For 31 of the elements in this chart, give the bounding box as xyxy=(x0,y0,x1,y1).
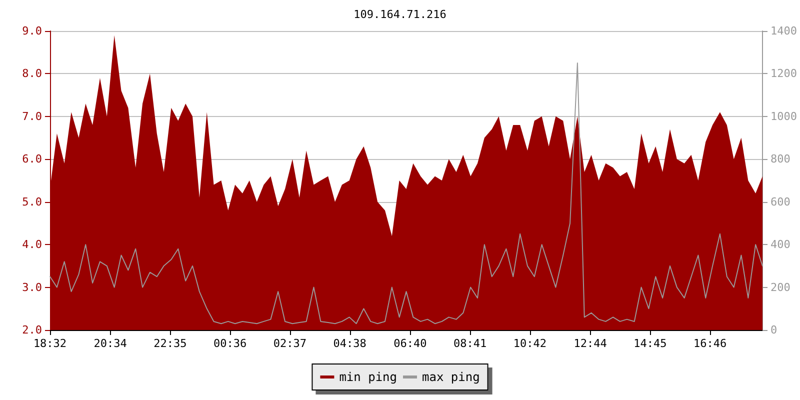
y2-tick-label: 0 xyxy=(770,324,778,336)
y2-tick-label: 1200 xyxy=(770,67,798,80)
y2-tick-label: 1400 xyxy=(770,24,798,38)
y-tick-label: 7.0 xyxy=(22,110,42,123)
x-tick-label: 20:34 xyxy=(94,337,128,350)
legend-label: min ping xyxy=(339,370,397,384)
y-tick-label: 4.0 xyxy=(22,238,42,252)
x-tick-label: 12:44 xyxy=(574,337,608,350)
y2-tick-label: 400 xyxy=(770,238,790,252)
y-tick-label: 5.0 xyxy=(22,195,42,208)
x-tick-label: 10:42 xyxy=(513,337,547,350)
y-tick-label: 2.0 xyxy=(22,324,42,336)
x-tick-label: 04:38 xyxy=(333,337,366,350)
x-tick-label: 18:32 xyxy=(33,337,67,350)
x-tick-label: 00:36 xyxy=(214,337,247,350)
y2-tick-label: 800 xyxy=(770,152,790,166)
y2-tick-label: 1000 xyxy=(770,110,798,123)
x-tick-label: 02:37 xyxy=(273,337,307,350)
x-tick-label: 22:35 xyxy=(154,337,187,350)
x-tick-label: 16:46 xyxy=(694,337,727,350)
chart-title: 109.164.71.216 xyxy=(354,8,446,21)
y-tick-label: 8.0 xyxy=(22,67,42,80)
y-tick-label: 3.0 xyxy=(22,280,42,294)
y2-tick-label: 600 xyxy=(770,195,790,208)
y2-tick-label: 200 xyxy=(770,280,790,294)
x-tick-label: 06:40 xyxy=(394,337,427,350)
y-tick-label: 9.0 xyxy=(22,24,42,38)
x-tick-label: 08:41 xyxy=(454,337,487,350)
y-tick-label: 6.0 xyxy=(22,152,42,166)
x-tick-label: 14:45 xyxy=(634,337,667,350)
legend-label: max ping xyxy=(422,370,480,384)
